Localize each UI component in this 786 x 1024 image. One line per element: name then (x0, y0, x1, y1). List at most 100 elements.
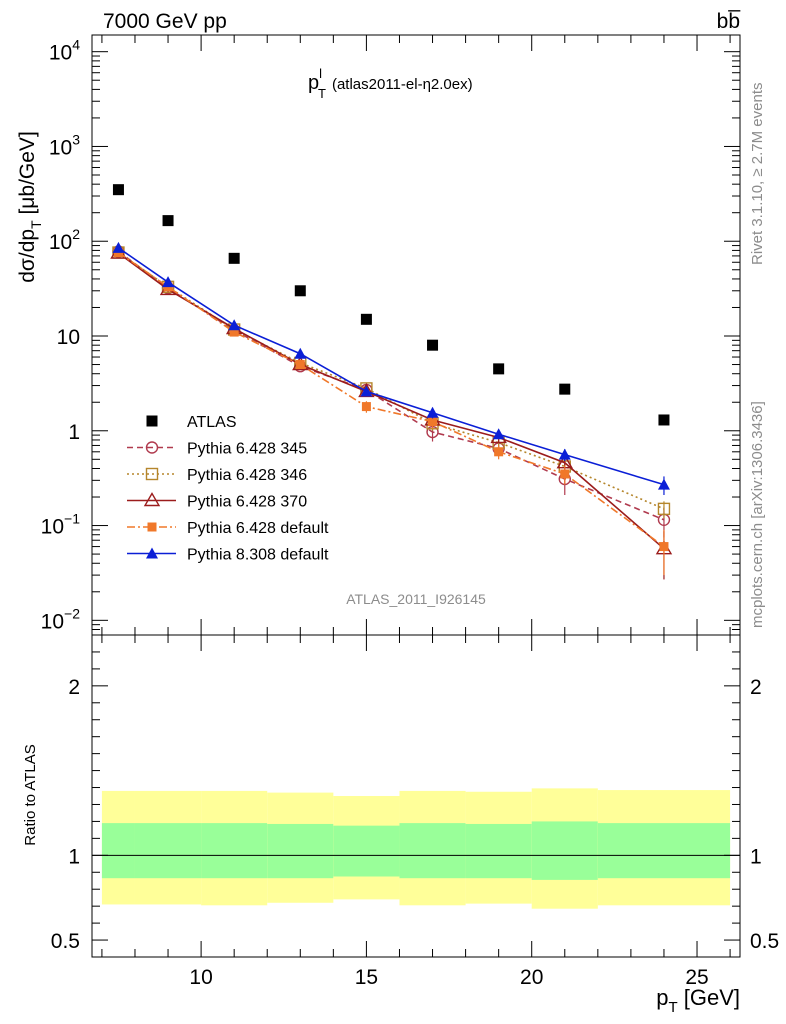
legend-entry: Pythia 6.428 default (127, 520, 329, 537)
x-tick-label: 10 (189, 966, 212, 989)
x-tick-label: 20 (520, 966, 543, 989)
series-pythia-8-308-default (112, 241, 670, 496)
data-point (659, 542, 669, 552)
data-point (361, 402, 371, 412)
plot-title-sup: l (319, 66, 322, 81)
y-tick-label: 1 (68, 421, 80, 444)
ratio-band-green (531, 821, 598, 880)
ratio-frame (91, 634, 741, 958)
data-point (558, 448, 571, 460)
ratio-band-green (201, 823, 268, 879)
y-tick-base: 10 (49, 136, 72, 159)
data-point (162, 215, 174, 227)
y-axis-label-sub: T (28, 220, 44, 229)
legend-entry: Pythia 6.428 370 (127, 492, 307, 511)
y-axis-label-post: [μb/GeV] (16, 131, 39, 220)
data-point (112, 184, 124, 196)
data-point (494, 447, 504, 457)
ratio-ticks: 0.5 0.5 1 1 2 2 10 15 20 25 (51, 635, 779, 989)
y-axis-label: dσ/dpT [μb/GeV] (16, 131, 44, 283)
legend-label: Pythia 6.428 346 (187, 467, 307, 484)
y-tick-exponent: 4 (72, 37, 80, 53)
ratio-y-tick-label: 1 (68, 845, 80, 868)
y-tick-base: 10 (41, 516, 64, 539)
y-tick-label: 103 (49, 131, 80, 159)
y-tick-base: 10 (49, 42, 72, 65)
data-point (559, 383, 571, 395)
data-point (294, 285, 306, 297)
energy-label: 7000 GeV pp (103, 10, 227, 33)
legend: ATLAS Pythia 6.428 345 Pythia 6.428 346 Pyt… (127, 414, 329, 564)
ratio-band-green (267, 823, 334, 879)
data-point (493, 363, 505, 375)
x-axis-label-pre: p (656, 985, 668, 1010)
y-tick-base: 1 (68, 421, 80, 444)
data-point (657, 478, 670, 490)
y-tick-exponent: 2 (72, 226, 80, 242)
ratio-band-green (134, 823, 202, 879)
legend-label: Pythia 6.428 345 (187, 441, 307, 458)
ratio-y-tick-label: 2 (750, 676, 762, 699)
legend-entry: Pythia 6.428 345 (127, 441, 307, 458)
ratio-y-tick-label: 0.5 (51, 930, 80, 953)
legend-label: Pythia 6.428 default (187, 520, 329, 537)
data-point (658, 414, 670, 426)
legend-label: Pythia 6.428 370 (187, 494, 307, 511)
data-point (657, 502, 671, 516)
ratio-band-green (465, 823, 532, 879)
legend-marker (146, 547, 158, 559)
x-axis-label-sub: T (668, 999, 677, 1016)
y-tick-base: 10 (41, 610, 64, 633)
ratio-band-green (399, 823, 466, 879)
y-tick-exponent: −2 (64, 605, 80, 621)
plot-title: pl T (atlas2011-el-η2.0ex) (308, 66, 473, 101)
y-tick-exponent: −1 (64, 511, 80, 527)
x-axis-label-post: [GeV] (678, 985, 740, 1010)
data-point (112, 241, 125, 253)
plot-title-main: p (308, 72, 319, 94)
rivet-version-label: Rivet 3.1.10, ≥ 2.7M events (749, 83, 766, 266)
y-tick-label: 10 (57, 326, 80, 349)
ratio-y-axis-label: Ratio to ATLAS (22, 744, 39, 845)
legend-entry: ATLAS (146, 414, 237, 431)
x-tick-label: 15 (355, 966, 378, 989)
main-frame (91, 34, 741, 636)
data-point (427, 339, 439, 351)
y-axis-label-pre: dσ/dp (16, 229, 39, 283)
y-tick-base: 10 (57, 326, 80, 349)
plot-title-rest: (atlas2011-el-η2.0ex) (332, 76, 473, 93)
x-tick-label: 25 (685, 966, 708, 989)
data-point (560, 469, 570, 479)
y-tick-exponent: 3 (72, 131, 80, 147)
analysis-label: ATLAS_2011_I926145 (346, 591, 486, 607)
y-tick-label: 10−2 (41, 605, 81, 633)
y-tick-label: 102 (49, 226, 80, 254)
data-point (162, 276, 175, 288)
ratio-band-green (597, 823, 731, 879)
data-point (426, 406, 439, 418)
data-point (360, 385, 373, 397)
data-point (492, 428, 505, 440)
main-plot-content (110, 184, 673, 580)
data-point (294, 347, 307, 359)
legend-marker (146, 415, 158, 427)
data-point (428, 417, 438, 427)
x-axis-label: pT [GeV] (656, 985, 740, 1016)
legend-label: Pythia 8.308 default (187, 547, 329, 564)
data-point (228, 319, 241, 331)
y-tick-base: 10 (49, 231, 72, 254)
ratio-panel: 0.5 0.5 1 1 2 2 10 15 20 25 Ratio to ATLAS (22, 634, 779, 989)
y-tick-label: 104 (49, 37, 80, 65)
legend-entry: Pythia 8.308 default (127, 547, 329, 564)
ratio-y-tick-label: 0.5 (750, 930, 779, 953)
legend-entry: Pythia 6.428 346 (127, 467, 307, 484)
legend-marker (145, 441, 159, 454)
legend-marker (145, 467, 159, 481)
ratio-band-green (101, 823, 135, 879)
legend-marker (147, 522, 157, 532)
legend-label: ATLAS (187, 414, 237, 431)
legend-marker (143, 492, 161, 507)
